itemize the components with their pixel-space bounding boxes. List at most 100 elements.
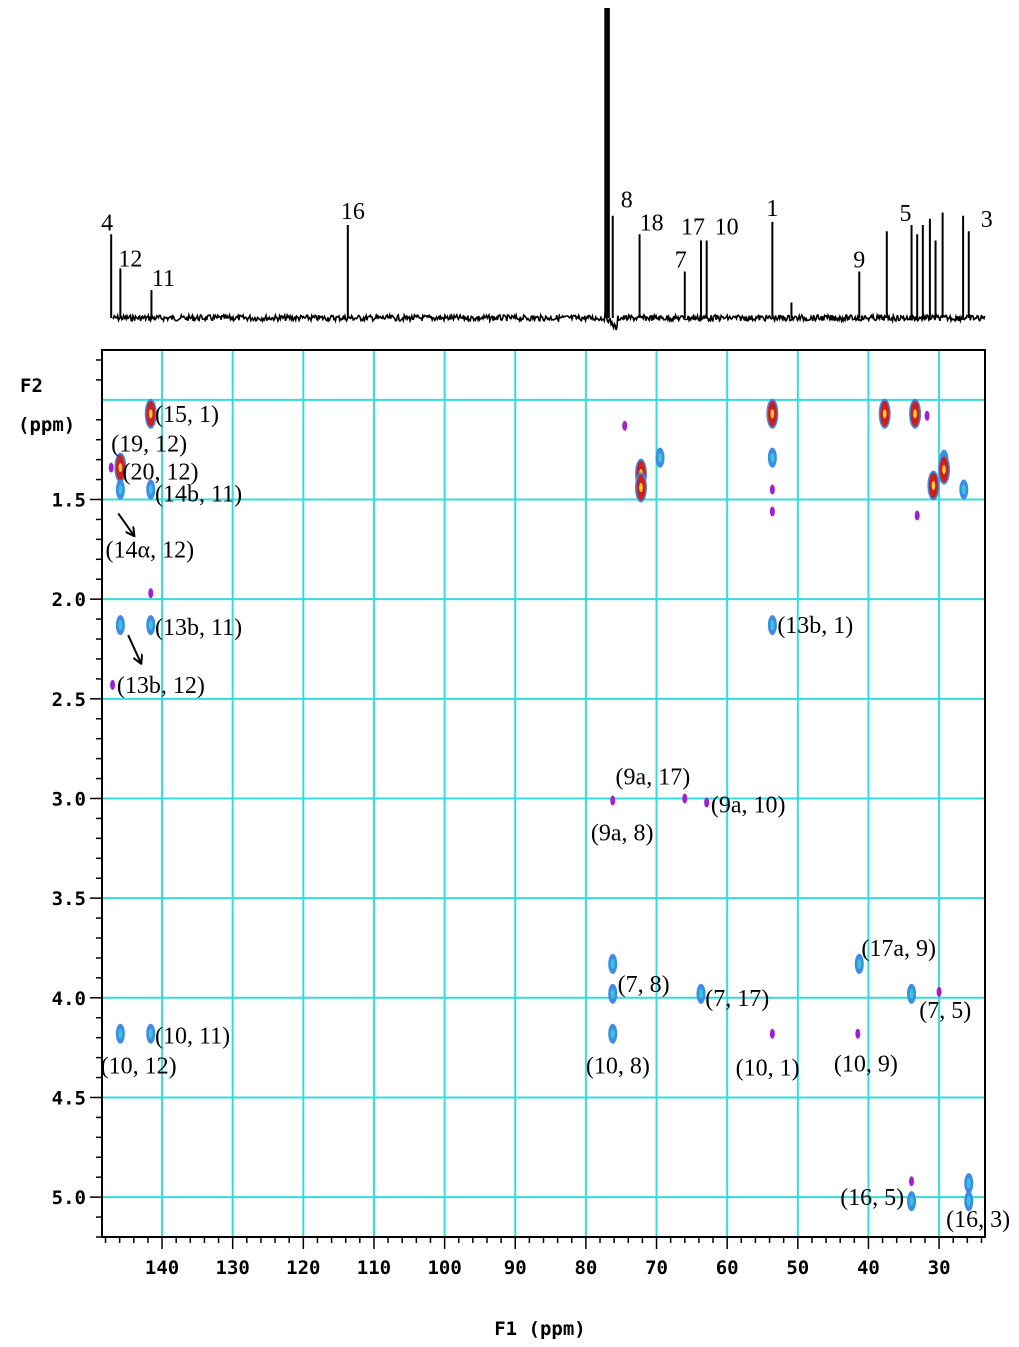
x-tick-label: 140 [145, 1257, 179, 1279]
x-axis-title: F1 (ppm) [494, 1318, 586, 1340]
cross-peak [907, 1191, 916, 1211]
x-tick-label: 110 [357, 1257, 391, 1279]
y-tick-label: 5.0 [52, 1187, 86, 1209]
cross-peaks [109, 399, 974, 1211]
cross-peak [770, 485, 775, 495]
cross-peak-label: (10, 11) [155, 1024, 230, 1050]
cross-peak-label: (9a, 10) [711, 792, 786, 818]
cross-peak-label: (10, 12) [101, 1054, 177, 1080]
cross-peak [146, 615, 155, 635]
cross-peak [915, 510, 920, 520]
cross-peak [768, 615, 777, 635]
cross-peak [608, 1024, 617, 1044]
x-tick-label: 100 [427, 1257, 461, 1279]
cross-peak [116, 615, 125, 635]
cross-peak-label: (17a, 9) [861, 936, 936, 962]
cross-peak [909, 1176, 914, 1186]
cross-peak [635, 473, 647, 503]
cross-peak-label: (7, 5) [919, 998, 971, 1024]
annotation-arrow [118, 513, 134, 535]
projection-peak-label: 18 [640, 210, 664, 236]
x-tick-label: 130 [216, 1257, 250, 1279]
cross-peak-label: (7, 8) [618, 972, 670, 998]
y-tick-label: 2.5 [52, 689, 86, 711]
cross-peak-label: (14b, 11) [155, 482, 242, 508]
cross-peak [927, 471, 939, 501]
peak-annotations: (15, 1) (19, 12)(20, 12)(14b, 11) (14α, 12… [101, 402, 1011, 1233]
cross-peak [608, 984, 617, 1004]
cross-peak [937, 987, 942, 997]
cross-peak [656, 448, 665, 468]
cross-peak-label: (9a, 8) [591, 820, 654, 846]
y-tick-label: 1.5 [52, 489, 86, 511]
y-axis-title-line1: F2 [20, 375, 43, 397]
cross-peak [110, 680, 115, 690]
cross-peak-label: (9a, 17) [616, 765, 691, 791]
cross-peak-label: (13b, 1) [777, 613, 853, 639]
cross-peak-label: (16, 5) [840, 1185, 904, 1211]
cross-peak-label: (10, 9) [834, 1052, 898, 1078]
cross-peak [879, 399, 891, 429]
cross-peak-label: (7, 17) [705, 986, 769, 1012]
cross-peak [855, 1029, 860, 1039]
cross-peak [697, 984, 706, 1004]
cross-peak [770, 506, 775, 516]
x-tick-label: 30 [928, 1257, 951, 1279]
y-tick-label: 3.0 [52, 788, 86, 810]
cross-peak-label: (13b, 11) [155, 615, 242, 641]
y-tick-label: 4.5 [52, 1087, 86, 1109]
cross-peak-label: (10, 1) [736, 1056, 800, 1082]
cross-peak [682, 793, 687, 803]
cross-peak [907, 984, 916, 1004]
projection-peak-label: 10 [715, 215, 739, 241]
projection-peak-label: 17 [681, 215, 705, 241]
cross-peak [770, 1029, 775, 1039]
cross-peak-label: (13b, 12) [117, 673, 205, 699]
cross-peak [148, 588, 153, 598]
projection-peak-label: 1 [766, 196, 778, 222]
y-axis-title-line2: (ppm) [18, 414, 75, 436]
cross-peak [766, 399, 778, 429]
x-tick-label: 90 [504, 1257, 527, 1279]
cross-peak-label: (19, 12) [111, 432, 187, 458]
cross-peak [768, 448, 777, 468]
projection-peak-label: 5 [900, 201, 912, 227]
cross-peak-label: (10, 8) [586, 1054, 650, 1080]
projection-peak-label: 3 [981, 207, 993, 233]
cross-peak [109, 463, 114, 473]
projection-peak-label: 9 [853, 248, 865, 274]
x-tick-label: 50 [786, 1257, 809, 1279]
cross-peak-label: (15, 1) [155, 402, 219, 428]
cross-peak [959, 480, 968, 500]
cross-peak [925, 411, 930, 421]
x-tick-label: 60 [716, 1257, 739, 1279]
cross-peak [610, 795, 615, 805]
x-tick-label: 70 [645, 1257, 668, 1279]
cross-peak [938, 455, 950, 485]
carbon-1d-projection: 412 11 16 8 18 7 17 10 1 9 5 3 [101, 8, 993, 330]
cross-peak [622, 421, 627, 431]
x-tick-label: 80 [574, 1257, 597, 1279]
cross-peak-label: (14α, 12) [106, 537, 195, 563]
cross-peak [909, 399, 921, 429]
cross-peak [116, 1024, 125, 1044]
y-tick-label: 4.0 [52, 988, 86, 1010]
projection-peak-label: 8 [621, 188, 633, 214]
x-tick-label: 120 [286, 1257, 320, 1279]
annotation-arrow [128, 635, 141, 663]
y-tick-label: 3.5 [52, 888, 86, 910]
cross-peak-label: (16, 3) [946, 1207, 1010, 1233]
projection-peak-label: 16 [341, 199, 365, 225]
cross-peak [146, 1024, 155, 1044]
cross-peak [608, 954, 617, 974]
projection-peak-label: 12 [118, 246, 142, 272]
x-tick-label: 40 [857, 1257, 880, 1279]
projection-peak-label: 11 [152, 266, 175, 292]
cross-peak [704, 797, 709, 807]
y-tick-label: 2.0 [52, 589, 86, 611]
projection-peak-label: 4 [101, 210, 113, 236]
cross-peak [964, 1173, 973, 1193]
projection-peak-label: 7 [675, 248, 687, 274]
projection-baseline [113, 313, 985, 330]
